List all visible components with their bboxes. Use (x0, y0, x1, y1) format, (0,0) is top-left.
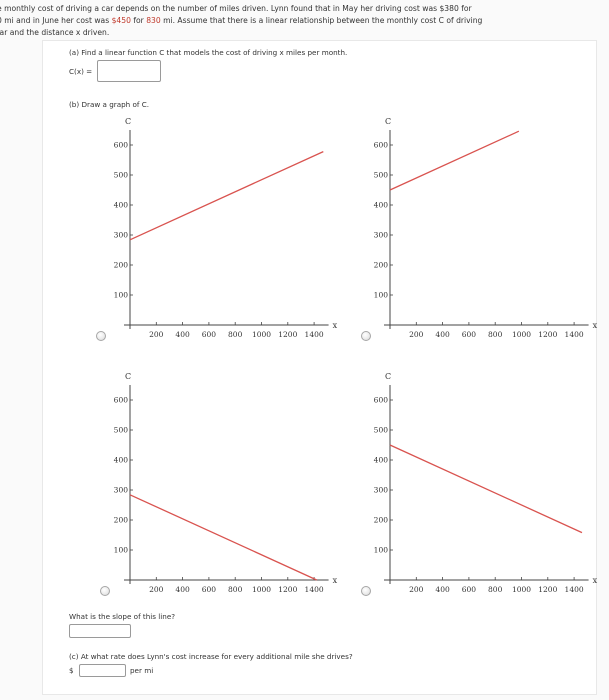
y-tick-label: 200 (374, 516, 389, 525)
x-tick-label: 1200 (538, 330, 557, 339)
x-tick-label: 1400 (305, 585, 324, 594)
part-c-prompt: (c) At what rate does Lynn's cost increa… (69, 652, 353, 661)
x-axis-label: x (333, 576, 338, 585)
part-b-prompt: (b) Draw a graph of C. (69, 100, 150, 109)
radio-graph-4[interactable] (361, 586, 371, 596)
y-tick-label: 400 (114, 201, 129, 210)
x-tick-label: 1200 (278, 585, 297, 594)
y-tick-label: 400 (374, 201, 389, 210)
x-tick-label: 1000 (512, 585, 531, 594)
x-tick-label: 1400 (565, 585, 584, 594)
y-tick-label: 300 (114, 231, 129, 240)
currency-symbol: $ (69, 666, 74, 675)
graph-2-svg: Cx 100 200 300 400 500 600 200 400 600 800 1000 1200… (374, 117, 598, 339)
x-tick-label: 600 (462, 330, 477, 339)
x-axis-label: x (593, 576, 598, 585)
cost-line (129, 151, 324, 241)
problem-line-3: :ar and the distance x driven. (0, 28, 110, 37)
highlight-miles: 830 (146, 16, 161, 25)
x-tick-label: 200 (409, 330, 424, 339)
cx-input[interactable] (97, 60, 161, 82)
y-axis-label: C (125, 372, 131, 381)
x-tick-label: 600 (202, 585, 217, 594)
y-tick-label: 100 (374, 546, 389, 555)
y-tick-label: 500 (374, 171, 389, 180)
y-tick-label: 500 (374, 426, 389, 435)
problem-statement: e monthly cost of driving a car depends … (0, 3, 609, 39)
x-tick-label: 1200 (278, 330, 297, 339)
problem-line-2: 0 mi and in June her cost was $450 for 8… (0, 16, 483, 25)
radio-graph-2[interactable] (361, 331, 371, 341)
y-tick-label: 300 (374, 486, 389, 495)
y-tick-label: 500 (114, 426, 129, 435)
y-tick-label: 100 (114, 291, 129, 300)
problem-line-1: e monthly cost of driving a car depends … (0, 4, 472, 13)
x-tick-label: 800 (488, 330, 503, 339)
x-axis-label: x (333, 321, 338, 330)
graph-3-svg: Cx 100 200 300 400 500 600 200 400 600 800 1000 1200… (114, 372, 338, 594)
y-tick-label: 600 (374, 396, 389, 405)
x-tick-label: 400 (175, 585, 190, 594)
x-tick-label: 600 (462, 585, 477, 594)
cost-line (389, 130, 520, 191)
x-tick-label: 1000 (252, 585, 271, 594)
y-tick-label: 300 (114, 486, 129, 495)
x-tick-label: 400 (435, 585, 450, 594)
x-tick-label: 200 (149, 330, 164, 339)
radio-graph-3[interactable] (100, 586, 110, 596)
y-tick-label: 300 (374, 231, 389, 240)
x-tick-label: 1000 (512, 330, 531, 339)
x-tick-label: 200 (409, 585, 424, 594)
y-axis-label: C (125, 117, 131, 126)
x-tick-label: 1000 (252, 330, 271, 339)
x-tick-label: 400 (175, 330, 190, 339)
x-tick-label: 1400 (305, 330, 324, 339)
cost-line (389, 444, 583, 534)
cx-label: C(x) = (69, 67, 93, 76)
graph-4-svg: Cx 100 200 300 400 500 600 200 400 600 800 1000 1200… (374, 372, 598, 594)
x-tick-label: 400 (435, 330, 450, 339)
x-axis-label: x (593, 321, 598, 330)
y-axis-label: C (385, 372, 391, 381)
slope-prompt: What is the slope of this line? (69, 612, 176, 621)
y-tick-label: 100 (374, 291, 389, 300)
y-tick-label: 500 (114, 171, 129, 180)
y-tick-label: 600 (114, 141, 129, 150)
answer-panel (42, 40, 597, 695)
rate-input[interactable] (79, 664, 126, 677)
x-tick-label: 800 (488, 585, 503, 594)
slope-input[interactable] (69, 624, 131, 638)
y-axis-label: C (385, 117, 391, 126)
x-tick-label: 200 (149, 585, 164, 594)
y-tick-label: 200 (374, 261, 389, 270)
rate-unit: per mi (130, 666, 154, 675)
y-tick-label: 400 (114, 456, 129, 465)
y-tick-label: 200 (114, 516, 129, 525)
highlight-cost: $450 (111, 16, 131, 25)
y-tick-label: 100 (114, 546, 129, 555)
y-tick-label: 600 (114, 396, 129, 405)
x-tick-label: 800 (228, 330, 243, 339)
x-tick-label: 1200 (538, 585, 557, 594)
x-tick-label: 800 (228, 585, 243, 594)
radio-graph-1[interactable] (96, 331, 106, 341)
y-tick-label: 400 (374, 456, 389, 465)
x-tick-label: 600 (202, 330, 217, 339)
graph-1-svg: Cx 100 200 300 400 500 600 200 400 600 800 1000 1200… (114, 117, 338, 339)
part-a-prompt: (a) Find a linear function C that models… (69, 48, 348, 57)
cost-line (129, 494, 317, 581)
y-tick-label: 200 (114, 261, 129, 270)
y-tick-label: 600 (374, 141, 389, 150)
x-tick-label: 1400 (565, 330, 584, 339)
